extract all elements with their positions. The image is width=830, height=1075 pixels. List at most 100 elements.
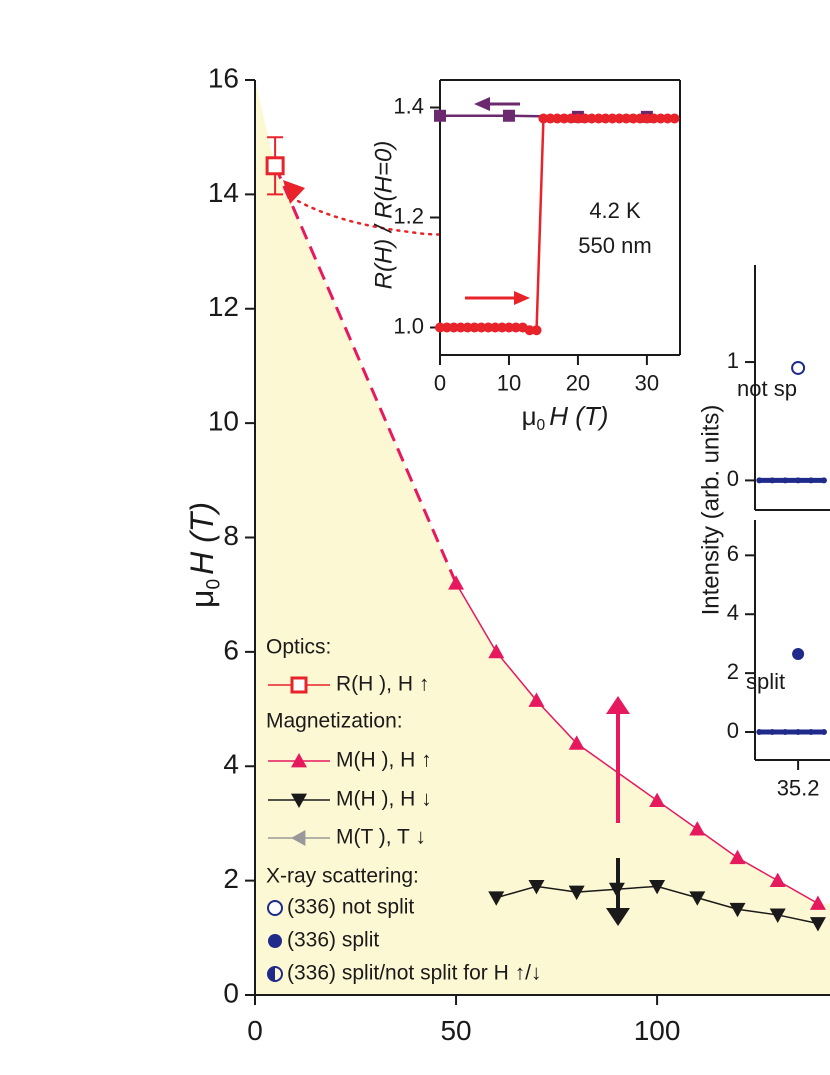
axis-label-part: μ [522, 401, 537, 431]
marker [769, 477, 776, 484]
marker [621, 113, 632, 124]
marker [649, 879, 666, 895]
marker [756, 729, 763, 736]
marker [689, 891, 706, 906]
inset-background [440, 80, 680, 355]
marker [769, 729, 776, 736]
marker [662, 113, 673, 124]
axis-label: Intensity (arb. units) [697, 405, 724, 616]
marker [435, 322, 445, 333]
annotation: split [746, 669, 785, 694]
marker [469, 322, 480, 333]
marker [490, 322, 501, 333]
phase-area [255, 80, 830, 995]
inset-background [755, 265, 830, 510]
marker [808, 477, 815, 484]
legend-heading: Optics: [266, 636, 331, 659]
marker [265, 156, 285, 176]
legend-marker [290, 676, 308, 694]
legend-label: (336) split [287, 929, 379, 952]
y-tick-label: 1 [727, 348, 739, 373]
x-tick-label: 0 [434, 371, 446, 396]
down-arrowhead [606, 908, 630, 926]
marker [524, 325, 535, 336]
marker [497, 322, 508, 333]
marker [568, 735, 585, 750]
marker [792, 647, 805, 660]
x-tick-label: 20 [566, 371, 590, 396]
x-tick-label: 0 [247, 1015, 263, 1046]
annotation: 4.2 K [589, 198, 641, 223]
x-tick-label: 10 [497, 371, 521, 396]
marker [455, 322, 466, 333]
marker [434, 109, 446, 122]
marker [566, 113, 577, 124]
x-tick-label: 100 [634, 1015, 681, 1046]
marker [769, 872, 786, 888]
legend-marker [267, 966, 283, 982]
axis-label: μ0 H (T) [184, 502, 224, 608]
marker [502, 109, 515, 122]
up-arrowhead [606, 696, 630, 714]
legend-marker [291, 830, 306, 846]
legend-marker [291, 753, 307, 768]
legend-marker [268, 934, 282, 948]
marker [441, 322, 452, 333]
y-tick-label: 6 [223, 634, 239, 665]
marker [552, 113, 563, 124]
marker [579, 113, 590, 124]
legend-label: M(H ), H ↑ [336, 749, 432, 772]
y-tick-label: 0 [223, 977, 239, 1008]
y-tick-label: 6 [727, 541, 739, 566]
marker [809, 917, 826, 932]
legend-label: M(T ), T ↓ [336, 826, 426, 849]
marker [782, 477, 789, 484]
marker [635, 113, 645, 124]
marker [669, 113, 680, 124]
marker [488, 643, 505, 659]
marker [809, 895, 826, 910]
marker [628, 113, 639, 124]
legend-label: (336) not split [287, 896, 414, 919]
marker [641, 113, 652, 124]
y-tick-label: 0 [727, 718, 739, 743]
annotation: not sp [737, 376, 797, 401]
marker [729, 849, 746, 865]
marker [448, 575, 465, 590]
marker [756, 477, 763, 484]
marker [531, 325, 542, 336]
legend-heading: Magnetization: [266, 710, 403, 733]
legend-label: M(H ), H ↓ [336, 788, 432, 811]
marker [568, 885, 585, 901]
y-tick-label: 2 [727, 659, 739, 684]
y-tick-label: 1.0 [393, 313, 424, 338]
marker [795, 729, 802, 736]
marker [593, 113, 604, 124]
marker [648, 113, 659, 124]
y-tick-label: 1.2 [393, 203, 424, 228]
y-tick-label: 14 [208, 177, 239, 208]
x-tick-label: 35.2 [777, 776, 820, 801]
y-tick-label: 4 [727, 600, 739, 625]
y-tick-label: 4 [223, 749, 239, 780]
marker [820, 729, 827, 736]
marker [782, 729, 789, 736]
inset-background [755, 520, 830, 760]
up-sweep-arrowhead [514, 291, 530, 305]
y-tick-label: 2 [223, 863, 239, 894]
marker [655, 113, 666, 124]
marker [559, 113, 570, 124]
marker [538, 113, 549, 124]
marker [600, 113, 611, 124]
marker [503, 322, 514, 333]
marker [510, 322, 521, 333]
axis-label-part: H (T) [184, 502, 220, 575]
marker [791, 360, 806, 375]
marker [614, 113, 625, 124]
annotation: 550 nm [578, 233, 651, 258]
y-tick-label: 10 [208, 406, 239, 437]
x-tick-label: 50 [440, 1015, 471, 1046]
